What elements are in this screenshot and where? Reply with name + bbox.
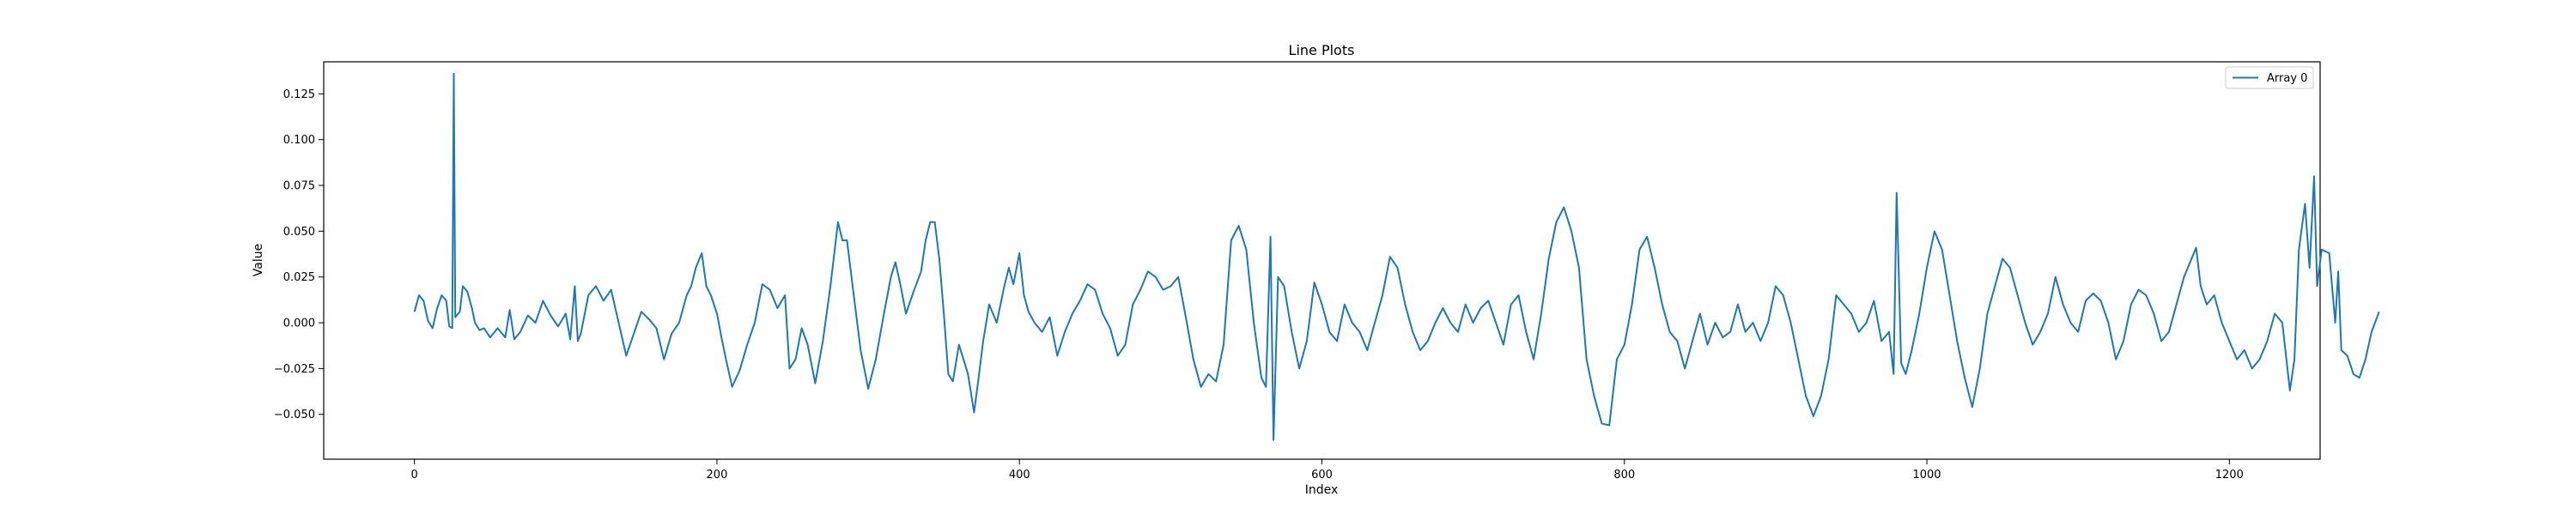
x-tick-label: 600 [1311,469,1333,482]
x-tick-label: 200 [707,469,728,482]
x-tick-label: 0 [411,469,418,482]
y-tick-label: −0.050 [274,409,315,421]
y-tick-label: 0.050 [283,226,315,239]
x-axis: 0 200 400 600 800 1000 1200 [411,459,2244,482]
plot-area [323,61,2321,460]
series-line-array-0 [413,72,2380,441]
legend-box [2225,66,2314,89]
y-tick-label: −0.025 [274,363,315,376]
legend-label-array-0: Array 0 [2267,72,2307,85]
x-tick-label: 400 [1009,469,1030,482]
y-tick-label: 0.025 [283,271,315,284]
y-axis-label: Value [252,244,265,276]
chart-title: Line Plots [1289,42,1355,58]
series-layer [413,72,2380,441]
y-axis: −0.050 −0.025 0.000 0.025 0.050 0.075 0.100 0.1… [274,88,324,421]
x-tick-label: 1000 [1912,469,1941,482]
x-tick-label: 800 [1613,469,1635,482]
legend: Array 0 [2225,66,2314,89]
y-tick-label: 0.100 [283,134,315,147]
x-tick-label: 1200 [2215,469,2244,482]
y-tick-label: 0.000 [283,318,315,330]
y-tick-label: 0.075 [283,180,315,193]
y-tick-label: 0.125 [283,88,315,101]
x-axis-label: Index [1305,483,1339,497]
